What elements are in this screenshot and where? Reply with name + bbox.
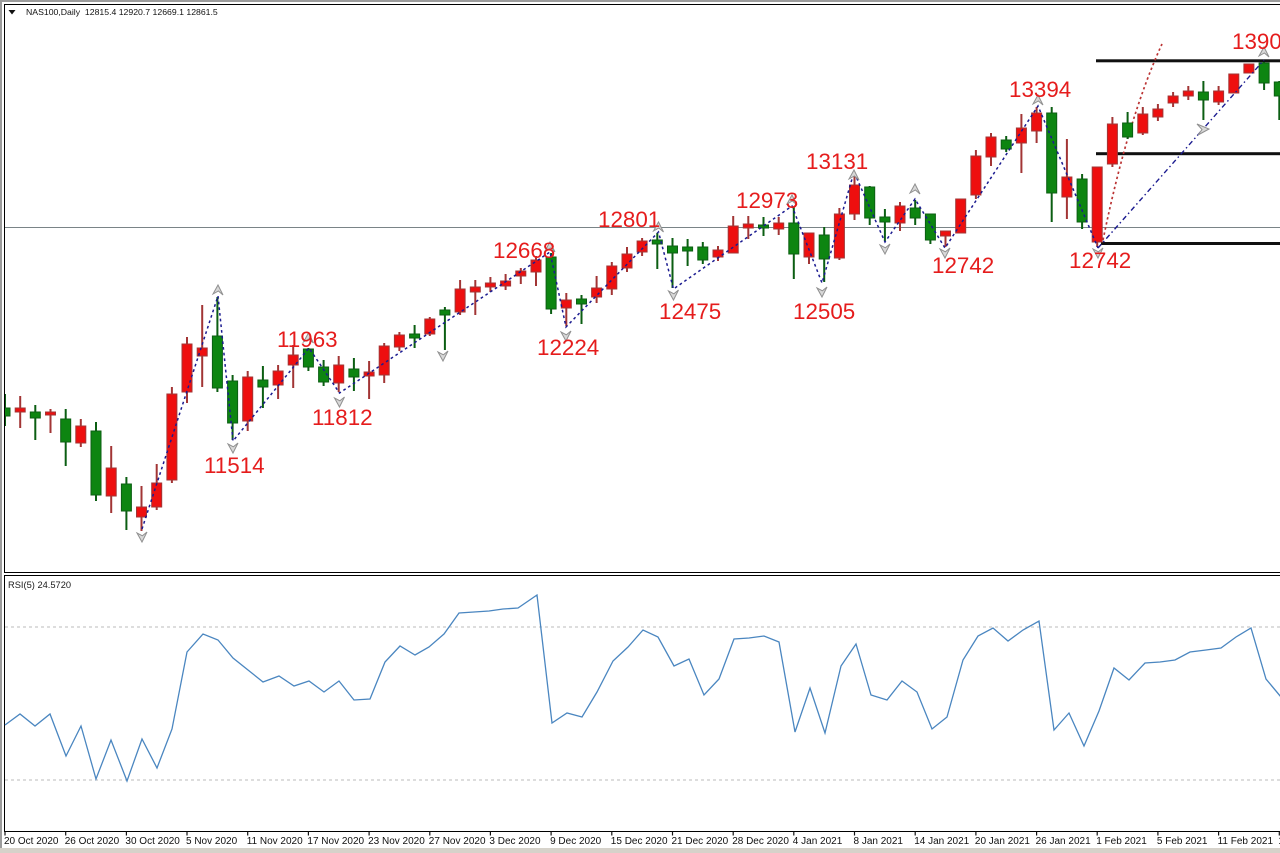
svg-text:17 Nov 2020: 17 Nov 2020 — [307, 836, 364, 847]
svg-text:8 Jan 2021: 8 Jan 2021 — [854, 836, 904, 847]
svg-text:23 Nov 2020: 23 Nov 2020 — [368, 836, 425, 847]
svg-text:17 Feb 2021: 17 Feb 2021 — [1278, 836, 1280, 847]
svg-text:15 Dec 2020: 15 Dec 2020 — [611, 836, 668, 847]
svg-text:11 Nov 2020: 11 Nov 2020 — [247, 836, 303, 847]
svg-text:11963: 11963 — [277, 327, 338, 352]
svg-text:3 Dec 2020: 3 Dec 2020 — [489, 836, 541, 847]
svg-text:NAS100,Daily 12815.4 12920.7: NAS100,Daily 12815.4 12920.7 12669.1 128… — [26, 7, 218, 17]
svg-text:13131: 13131 — [806, 149, 868, 174]
svg-text:11514: 11514 — [204, 453, 265, 478]
svg-text:26 Jan 2021: 26 Jan 2021 — [1036, 836, 1091, 847]
svg-text:12668: 12668 — [493, 238, 555, 263]
svg-text:13394: 13394 — [1009, 77, 1071, 102]
svg-text:28 Dec 2020: 28 Dec 2020 — [732, 836, 789, 847]
svg-text:12224: 12224 — [537, 335, 599, 360]
svg-text:20 Jan 2021: 20 Jan 2021 — [975, 836, 1030, 847]
svg-text:1 Feb 2021: 1 Feb 2021 — [1096, 836, 1147, 847]
svg-text:27 Nov 2020: 27 Nov 2020 — [429, 836, 486, 847]
svg-text:11 Feb 2021: 11 Feb 2021 — [1218, 836, 1274, 847]
svg-text:26 Oct 2020: 26 Oct 2020 — [65, 836, 120, 847]
svg-text:11812: 11812 — [312, 405, 373, 430]
svg-text:12742: 12742 — [932, 253, 994, 278]
svg-text:21 Dec 2020: 21 Dec 2020 — [672, 836, 729, 847]
svg-text:12801: 12801 — [598, 207, 660, 232]
svg-text:30 Oct 2020: 30 Oct 2020 — [125, 836, 180, 847]
svg-text:5 Feb 2021: 5 Feb 2021 — [1157, 836, 1208, 847]
svg-text:12742: 12742 — [1069, 248, 1131, 273]
svg-text:4 Jan 2021: 4 Jan 2021 — [793, 836, 843, 847]
svg-text:14 Jan 2021: 14 Jan 2021 — [914, 836, 969, 847]
svg-text:RSI(5) 24.5720: RSI(5) 24.5720 — [8, 580, 71, 590]
svg-text:12475: 12475 — [659, 299, 721, 324]
svg-text:13907: 13907 — [1232, 29, 1280, 54]
svg-text:20 Oct 2020: 20 Oct 2020 — [4, 836, 59, 847]
svg-text:5 Nov 2020: 5 Nov 2020 — [186, 836, 238, 847]
svg-text:12505: 12505 — [793, 299, 855, 324]
svg-text:9 Dec 2020: 9 Dec 2020 — [550, 836, 602, 847]
svg-text:12973: 12973 — [736, 188, 798, 213]
